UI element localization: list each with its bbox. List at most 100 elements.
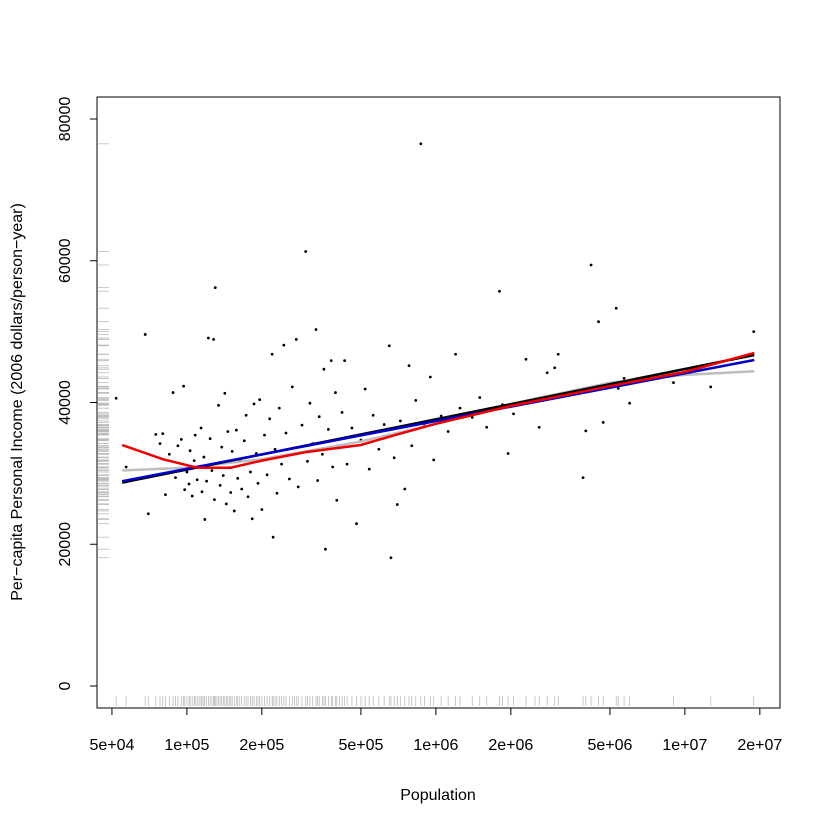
point: [161, 432, 165, 436]
point: [258, 398, 262, 402]
point: [392, 456, 396, 460]
point: [403, 487, 407, 491]
point: [167, 452, 171, 456]
point: [158, 442, 162, 446]
point: [270, 352, 274, 356]
point: [249, 470, 252, 474]
point: [190, 494, 194, 498]
point: [300, 423, 304, 427]
y-tick-label: 40000: [57, 380, 74, 425]
point: [294, 338, 298, 341]
point: [317, 415, 321, 419]
point: [290, 385, 294, 389]
point: [213, 286, 217, 290]
point: [395, 503, 399, 506]
point: [340, 411, 344, 414]
point: [398, 419, 402, 423]
point: [218, 484, 222, 487]
point: [545, 371, 549, 375]
y-tick-label: 20000: [57, 522, 74, 567]
point: [314, 328, 318, 331]
point: [581, 476, 585, 480]
point: [188, 449, 192, 453]
point: [260, 508, 264, 511]
point: [213, 498, 216, 501]
y-tick-label: 0: [57, 681, 74, 690]
point: [331, 465, 335, 469]
point: [229, 491, 233, 494]
point: [282, 343, 286, 347]
point: [268, 417, 272, 421]
point: [329, 359, 333, 363]
point: [114, 396, 118, 400]
point: [174, 476, 177, 480]
point: [192, 459, 196, 463]
point: [326, 428, 330, 431]
point: [280, 462, 283, 466]
point: [206, 336, 210, 340]
point: [419, 142, 423, 146]
point: [355, 522, 358, 526]
point: [414, 398, 418, 402]
x-tick-label: 5e+04: [89, 737, 134, 754]
x-tick-label: 1e+06: [413, 737, 458, 754]
point: [164, 493, 167, 497]
point: [446, 430, 450, 433]
point: [387, 344, 391, 348]
point: [672, 381, 675, 385]
point: [367, 467, 371, 471]
point: [752, 330, 756, 334]
y-axis-label: Per−capita Personal Income (2006 dollars…: [9, 203, 26, 601]
point: [223, 391, 227, 395]
point: [454, 352, 458, 356]
point: [221, 474, 225, 477]
point: [179, 437, 183, 441]
x-tick-label: 2e+06: [488, 737, 533, 754]
point: [244, 413, 248, 417]
point: [275, 491, 279, 495]
point: [478, 396, 482, 399]
point: [597, 320, 600, 324]
point: [242, 439, 246, 443]
point: [210, 469, 214, 472]
point: [205, 479, 209, 483]
point: [171, 391, 175, 394]
point: [217, 403, 220, 407]
point: [345, 462, 349, 466]
point: [316, 479, 320, 482]
y-tick-label: 80000: [57, 97, 74, 142]
point: [124, 465, 128, 469]
point: [589, 263, 593, 267]
point: [246, 495, 250, 499]
point: [183, 488, 187, 492]
point: [252, 402, 256, 406]
fit-line: [121, 358, 755, 483]
point: [203, 518, 207, 521]
point: [306, 459, 309, 463]
point: [614, 306, 618, 310]
point: [202, 455, 206, 459]
point: [212, 338, 215, 341]
point: [224, 502, 228, 506]
point: [537, 425, 541, 429]
point: [553, 366, 557, 370]
x-tick-label: 5e+06: [587, 737, 632, 754]
point: [182, 384, 185, 388]
x-tick-label: 1e+07: [662, 737, 707, 754]
point: [187, 482, 191, 486]
x-tick-label: 1e+05: [164, 737, 209, 754]
point: [195, 478, 199, 482]
point: [250, 517, 254, 521]
point: [382, 423, 386, 426]
point: [371, 413, 375, 417]
point: [199, 426, 203, 430]
point: [271, 535, 275, 539]
point: [304, 250, 308, 253]
point: [176, 444, 180, 448]
point: [324, 547, 327, 551]
point: [200, 490, 204, 494]
point: [230, 450, 234, 453]
point: [154, 432, 158, 436]
point: [240, 487, 244, 491]
